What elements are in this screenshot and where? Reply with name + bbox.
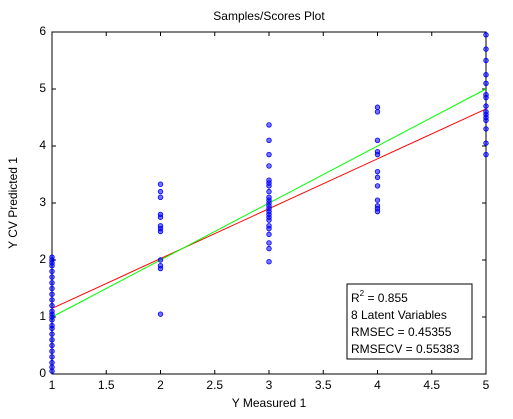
annotation-frame [346, 283, 473, 360]
data-point [374, 174, 381, 181]
data-point [49, 302, 55, 309]
data-point [483, 126, 489, 132]
data-point [483, 140, 489, 146]
x-tick-label: 2.5 [206, 378, 223, 392]
data-point [49, 280, 55, 286]
data-point [483, 91, 489, 98]
data-point [49, 337, 55, 343]
data-point [266, 223, 272, 229]
data-point [49, 342, 55, 349]
data-point [49, 364, 55, 370]
data-point [49, 274, 55, 280]
y-tick-label: 1 [39, 309, 46, 323]
annotation-line: 8 Latent Variables [351, 308, 447, 322]
data-point [266, 188, 272, 195]
data-point [49, 359, 55, 366]
data-point [266, 231, 272, 238]
data-point [157, 223, 164, 229]
data-point [483, 151, 489, 158]
y-tick-label: 6 [39, 24, 46, 38]
data-point [49, 268, 55, 275]
data-point [157, 263, 164, 269]
data-point [49, 322, 55, 329]
data-point [374, 109, 381, 115]
annotation-line: RMSECV = 0.55383 [351, 342, 460, 356]
data-point [266, 259, 272, 265]
data-point [483, 72, 489, 78]
chart-title: Samples/Scores Plot [213, 9, 325, 23]
data-point [483, 103, 489, 109]
data-point [374, 183, 381, 189]
data-point [157, 211, 164, 218]
annotation-line: RMSEC = 0.45355 [351, 325, 452, 339]
data-point [49, 354, 55, 360]
x-tick-label: 4 [374, 378, 381, 392]
data-point [266, 163, 272, 169]
r2-text: = 0.855 [364, 291, 408, 305]
data-point [157, 311, 164, 317]
data-point [266, 194, 272, 200]
data-point [266, 122, 272, 128]
data-point [483, 80, 489, 86]
data-point [266, 245, 272, 252]
data-point [374, 137, 381, 143]
y-tick-label: 0 [39, 366, 46, 380]
data-point [266, 177, 272, 183]
x-tick-label: 5 [483, 378, 490, 392]
data-point [266, 137, 272, 143]
x-axis-label: Y Measured 1 [232, 396, 307, 410]
data-point [49, 331, 55, 337]
y-axis-label: Y CV Predicted 1 [6, 157, 20, 249]
data-point [49, 308, 55, 314]
data-point [49, 285, 55, 292]
x-tick-label: 3.5 [315, 378, 332, 392]
x-tick-label: 2 [157, 378, 164, 392]
x-tick-label: 1 [49, 378, 56, 392]
data-point [157, 181, 164, 187]
data-point [157, 194, 164, 200]
y-tick-label: 2 [39, 252, 46, 266]
x-tick-label: 4.5 [423, 378, 440, 392]
data-point [157, 257, 164, 263]
data-point [483, 57, 489, 64]
data-point [266, 151, 272, 158]
y-tick-label: 4 [39, 138, 46, 152]
data-point [374, 203, 381, 209]
data-point [483, 109, 489, 115]
y-tick-label: 5 [39, 81, 46, 95]
r2-sup: 2 [360, 289, 365, 298]
data-point [157, 188, 164, 195]
data-point [49, 297, 55, 303]
data-point [49, 254, 55, 260]
data-point [483, 32, 489, 38]
y-tick-label: 3 [39, 195, 46, 209]
x-tick-label: 1.5 [98, 378, 115, 392]
data-point [49, 291, 55, 297]
data-point [374, 104, 381, 110]
data-point [483, 46, 489, 52]
data-point [49, 348, 55, 354]
data-point [374, 168, 381, 175]
data-point [374, 148, 381, 155]
data-point [266, 240, 272, 246]
x-tick-label: 3 [266, 378, 273, 392]
r2-base: R [351, 291, 360, 305]
annotation-box: R2 = 0.855 8 Latent Variables RMSEC = 0.45… [346, 283, 473, 360]
annotation-r2: R2 = 0.855 [351, 289, 408, 305]
data-point [374, 197, 381, 203]
